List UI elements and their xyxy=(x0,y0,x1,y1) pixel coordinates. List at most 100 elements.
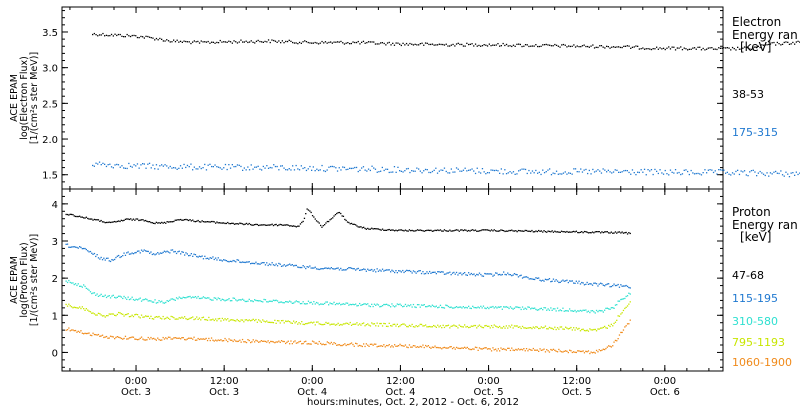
data-point xyxy=(538,350,540,352)
data-point xyxy=(349,321,351,324)
data-point xyxy=(118,254,120,257)
data-point xyxy=(434,325,436,327)
data-point xyxy=(122,255,124,257)
data-point xyxy=(345,269,347,271)
series-38-53 xyxy=(92,32,800,51)
data-point xyxy=(587,283,590,285)
data-point xyxy=(245,40,247,42)
data-point xyxy=(305,340,307,342)
data-point xyxy=(309,265,311,267)
data-point xyxy=(375,304,377,306)
data-point xyxy=(359,269,361,271)
data-point xyxy=(726,47,728,49)
data-point xyxy=(559,281,561,283)
data-point xyxy=(629,301,631,303)
data-point xyxy=(593,232,595,234)
data-point xyxy=(384,269,386,271)
data-point xyxy=(313,267,315,269)
data-point xyxy=(181,251,183,253)
data-point xyxy=(161,339,163,341)
data-point xyxy=(298,301,300,303)
data-point xyxy=(460,229,462,231)
data-point xyxy=(135,218,137,220)
data-point xyxy=(447,324,450,326)
data-point xyxy=(364,268,366,271)
data-point xyxy=(586,231,588,233)
data-point xyxy=(105,165,108,168)
data-point xyxy=(212,166,214,168)
data-point xyxy=(221,260,223,262)
data-point xyxy=(201,338,203,340)
data-point xyxy=(445,230,447,232)
data-point xyxy=(154,222,156,225)
data-point xyxy=(294,340,296,342)
data-point xyxy=(451,325,454,327)
data-point xyxy=(167,300,170,302)
data-point xyxy=(552,308,555,310)
data-point xyxy=(248,41,251,43)
data-point xyxy=(240,261,242,264)
data-point xyxy=(280,340,283,342)
data-point xyxy=(687,170,689,173)
data-point xyxy=(453,307,455,309)
data-point xyxy=(167,251,170,253)
data-point xyxy=(138,338,140,341)
data-point xyxy=(485,324,487,327)
data-point xyxy=(98,34,101,36)
data-point xyxy=(567,231,569,233)
data-point xyxy=(93,165,95,167)
data-point xyxy=(306,303,308,305)
data-point xyxy=(399,343,401,345)
data-point xyxy=(325,222,327,224)
data-point xyxy=(776,172,778,174)
data-point xyxy=(118,336,120,338)
data-point xyxy=(85,332,87,335)
data-point xyxy=(224,337,226,340)
data-point xyxy=(749,171,751,173)
data-point xyxy=(493,229,495,231)
data-point xyxy=(225,319,227,321)
data-point xyxy=(334,268,337,270)
data-point xyxy=(693,173,696,175)
data-point xyxy=(267,301,269,303)
data-point xyxy=(143,163,145,165)
data-point xyxy=(446,347,448,349)
data-point xyxy=(143,249,145,251)
data-point xyxy=(254,341,256,343)
data-point xyxy=(275,341,277,343)
data-point xyxy=(112,313,114,315)
data-point xyxy=(200,338,202,340)
data-point xyxy=(166,338,168,340)
data-point xyxy=(108,221,110,223)
data-point xyxy=(356,225,358,227)
data-point xyxy=(504,273,506,276)
data-point xyxy=(562,172,565,174)
data-point xyxy=(582,350,584,352)
data-point xyxy=(485,44,487,46)
data-point xyxy=(204,255,206,257)
data-point xyxy=(282,265,284,267)
data-point xyxy=(119,312,121,314)
data-point xyxy=(410,270,412,273)
data-point xyxy=(609,308,611,310)
data-point xyxy=(461,170,463,172)
data-point xyxy=(332,268,334,270)
data-point xyxy=(162,251,164,254)
data-point xyxy=(173,220,175,223)
data-point xyxy=(458,324,460,326)
data-point xyxy=(268,224,271,226)
data-point xyxy=(132,298,135,301)
data-point xyxy=(578,232,580,234)
data-point xyxy=(84,217,86,219)
data-point xyxy=(109,297,112,299)
data-point xyxy=(306,266,308,268)
data-point xyxy=(602,284,604,286)
data-point xyxy=(566,46,568,48)
data-point xyxy=(466,230,468,232)
data-point xyxy=(319,169,321,171)
data-point xyxy=(352,223,354,225)
data-point xyxy=(220,320,222,322)
data-point xyxy=(237,340,240,342)
data-point xyxy=(586,351,588,353)
data-point xyxy=(431,230,433,232)
